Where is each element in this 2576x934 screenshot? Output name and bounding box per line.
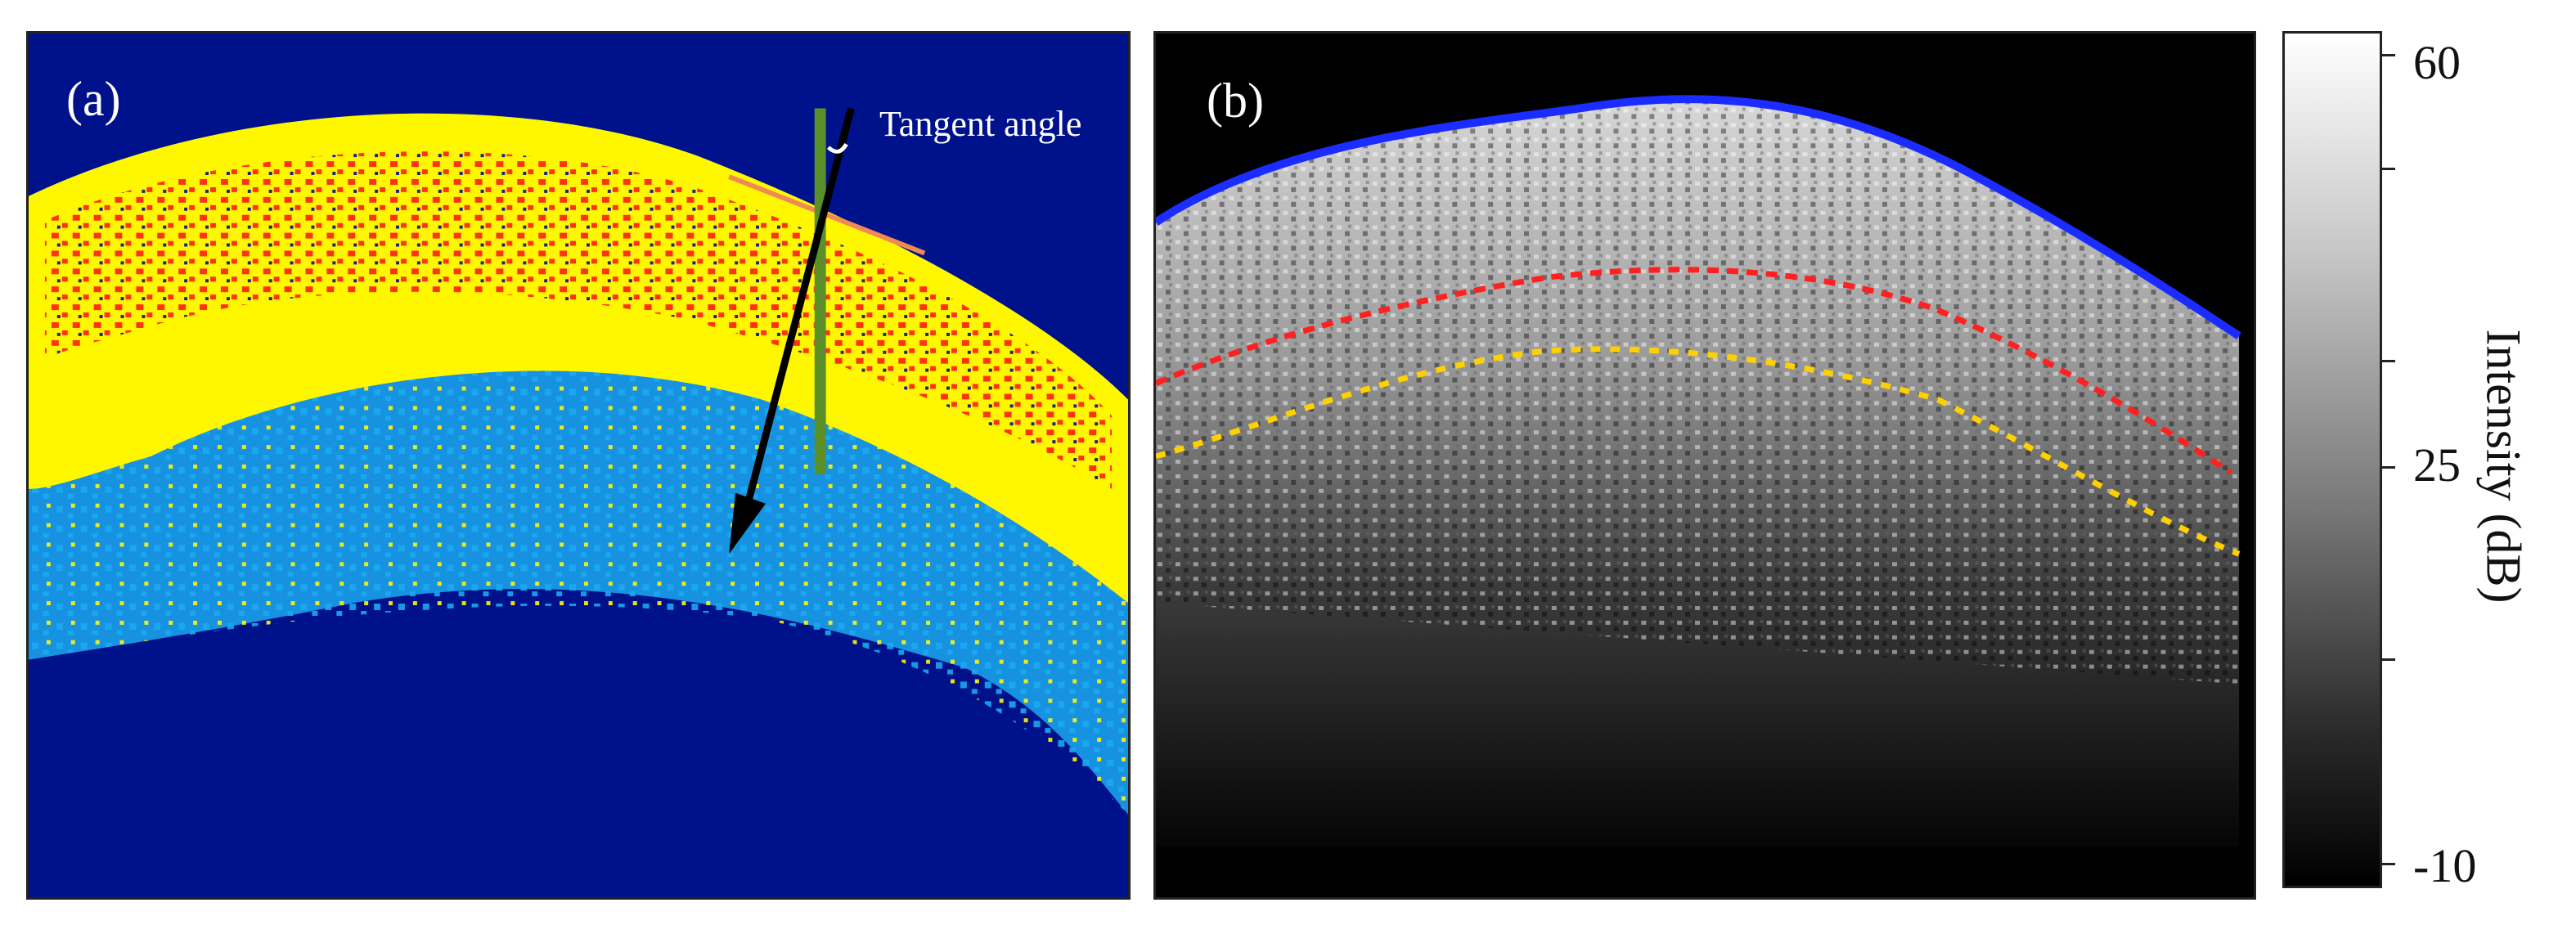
surface-boundary — [1156, 95, 2241, 340]
arrow-head — [729, 492, 766, 555]
arrow-shaft — [741, 107, 855, 514]
panel-a-label: (a) — [66, 72, 121, 126]
intensity-colorbar — [2282, 31, 2382, 888]
colorbar-label-max: 60 — [2413, 36, 2461, 89]
colorbar-tick — [2382, 863, 2395, 865]
boundary-yellow — [1156, 346, 2241, 557]
colorbar-tick — [2382, 54, 2395, 56]
angle-arc — [826, 142, 848, 154]
panel-a-layers — [29, 107, 1128, 815]
vertical-reference-line — [814, 108, 826, 474]
panel-b-intensity-image: (b) — [1153, 31, 2256, 900]
colorbar-tick — [2382, 466, 2395, 469]
colorbar-label-mid: 25 — [2413, 438, 2461, 492]
boundary-red — [1156, 267, 2233, 475]
panel-b-label: (b) — [1207, 74, 1264, 128]
panel-a-classification-image: (a) Tangent angle — [26, 31, 1131, 900]
colorbar-tick — [2382, 658, 2395, 661]
colorbar-label-min: -10 — [2413, 839, 2477, 892]
tangent-angle-label: Tangent angle — [879, 104, 1082, 144]
core-layer-region — [44, 151, 1113, 489]
colorbar-tick — [2382, 360, 2395, 362]
colorbar-tick — [2382, 168, 2395, 170]
colorbar-title: Intensity (dB) — [2476, 329, 2531, 604]
panel-b-layers — [1156, 95, 2241, 847]
